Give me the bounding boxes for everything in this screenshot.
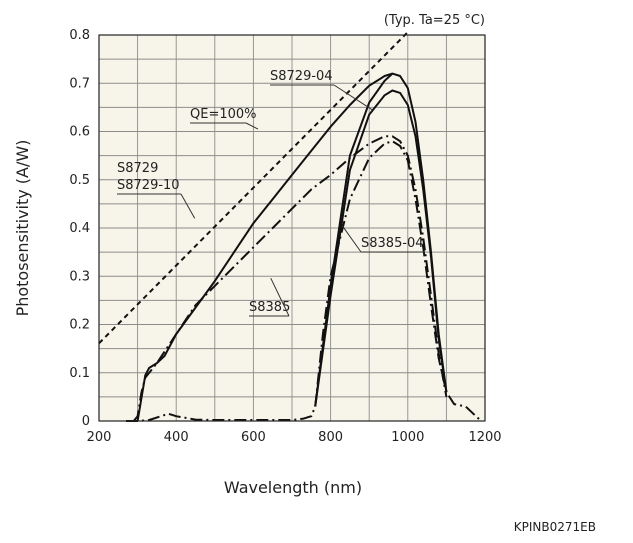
x-axis-label: Wavelength (nm): [224, 478, 362, 497]
x-tick-label: 800: [318, 430, 343, 445]
leader-line: [180, 193, 196, 219]
series-layer: [98, 31, 482, 422]
y-axis-label: Photosensitivity (A/W): [13, 140, 32, 317]
leader-line: [341, 225, 362, 253]
annotations: QE=100% S8729-04 S8729 S8729-10 S8385 S8385-0…: [117, 69, 425, 317]
annotation-qe100: QE=100%: [190, 107, 257, 122]
series-s8385_04: [126, 140, 482, 422]
y-tick-label: 0.8: [69, 28, 90, 43]
x-tick-label: 1200: [468, 430, 501, 445]
series-qe100: [98, 31, 409, 345]
annotation-s8729_04: S8729-04: [270, 69, 333, 84]
leader-line: [245, 122, 259, 130]
leader-line: [270, 277, 290, 317]
figure-code: KPINB0271EB: [514, 520, 596, 534]
annotation-s8729: S8729 S8729-10: [117, 161, 180, 193]
series-s8729: [314, 89, 448, 407]
y-tick-label: 0.6: [69, 125, 90, 140]
x-tick-label: 400: [164, 430, 189, 445]
series-s8729_uv: [136, 72, 393, 422]
annotation-s8385: S8385: [249, 300, 290, 315]
plot-frame: [98, 34, 486, 422]
x-tick-label: 1000: [391, 430, 424, 445]
condition-note: (Typ. Ta=25 °C): [384, 13, 485, 28]
y-tick-label: 0: [82, 414, 90, 429]
series-s8385: [132, 135, 448, 422]
leader-line: [333, 84, 373, 111]
annotation-s8385_04: S8385-04: [361, 236, 424, 251]
x-tick-label: 200: [87, 430, 112, 445]
x-tick-label: 600: [241, 430, 266, 445]
y-tick-label: 0.1: [69, 366, 90, 381]
y-tick-label: 0.5: [69, 173, 90, 188]
y-tick-label: 0.7: [69, 76, 90, 91]
tick-labels: 200 400 600 800 1000 1200 0 0.1 0.2 0.3 0.4 0.5 0.6 0…: [69, 28, 501, 445]
y-tick-label: 0.4: [69, 221, 90, 236]
y-tick-label: 0.2: [69, 318, 90, 333]
y-tick-label: 0.3: [69, 269, 90, 284]
